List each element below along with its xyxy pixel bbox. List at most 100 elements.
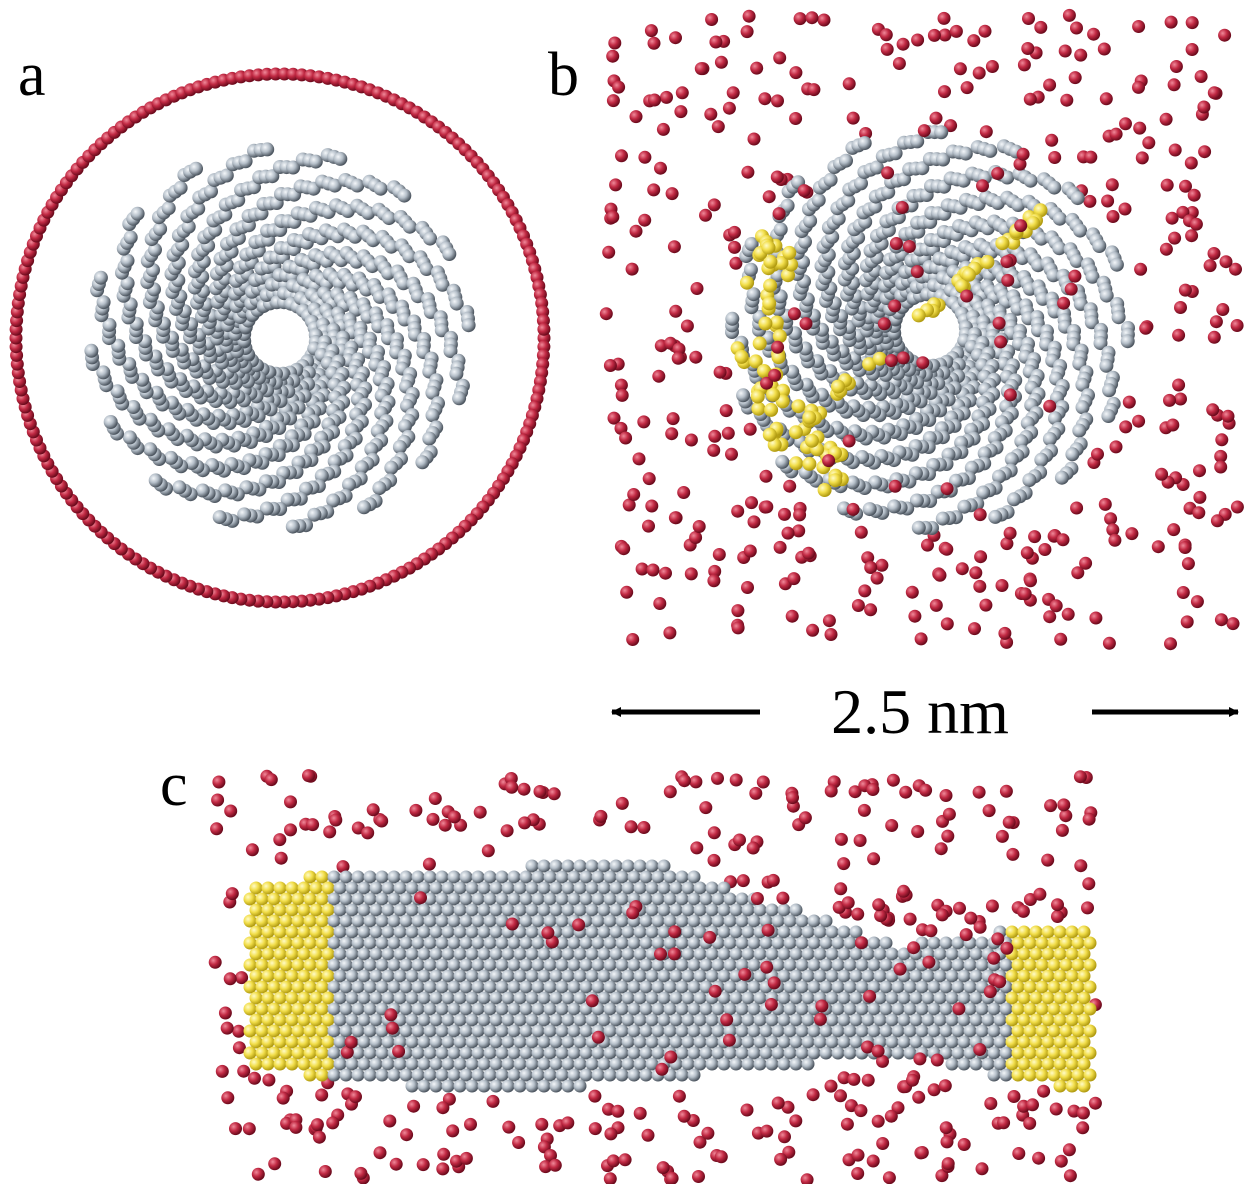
carbon-atom [363,980,377,994]
carbon-atom [885,991,899,1005]
carbon-atom [435,980,449,994]
water-atom [677,486,691,499]
carbon-atom [537,881,551,895]
water-atom [837,1071,851,1085]
carbon-atom [831,1024,845,1038]
yellow-atom [303,1024,317,1038]
water-atom [1192,506,1206,520]
carbon-atom [489,903,503,917]
carbon-atom [537,1035,551,1049]
carbon-atom [789,1013,803,1027]
carbon-atom [449,296,464,311]
carbon-atom [837,1013,851,1027]
yellow-atom [273,881,287,895]
carbon-atom [639,1002,653,1016]
yellow-atom [1005,1057,1019,1071]
carbon-atom [501,1013,515,1027]
water-atom [617,542,631,556]
water-atom [934,842,948,856]
carbon-atom [1047,180,1062,195]
carbon-atom [819,1046,833,1060]
water-atom [973,1043,987,1056]
water-atom [783,479,797,493]
yellow-atom [1047,1068,1061,1082]
yellow-atom [1029,969,1043,983]
carbon-atom [172,480,187,495]
water-atom [1174,301,1187,314]
carbon-atom [849,925,863,939]
carbon-atom [753,969,767,983]
carbon-atom [1046,268,1061,283]
carbon-atom [849,991,863,1005]
carbon-atom [777,969,791,983]
carbon-atom [723,892,737,906]
water-atom [535,1117,549,1131]
water-atom [302,769,315,783]
carbon-atom [495,980,509,994]
water-atom [1051,910,1064,923]
yellow-atom [1035,1046,1049,1060]
carbon-atom [501,1035,515,1049]
carbon-atom [645,903,659,917]
carbon-atom [789,947,803,961]
water-atom [1134,262,1148,276]
water-atom [960,289,974,303]
carbon-atom [429,925,443,939]
water-atom [1133,121,1147,135]
carbon-atom [327,892,341,906]
carbon-atom [1070,191,1085,206]
carbon-atom [609,881,623,895]
carbon-atom [477,1013,491,1027]
water-atom [684,567,698,581]
water-atom [218,1006,232,1020]
carbon-atom [993,1057,1007,1071]
carbon-atom [369,1013,383,1027]
carbon-atom [525,1013,539,1027]
yellow-atom [273,1013,287,1027]
water-atom [876,1137,890,1150]
water-atom [797,184,811,198]
yellow-atom [1017,1013,1031,1027]
water-atom [1084,150,1098,164]
water-atom [665,1171,679,1184]
carbon-atom [837,969,851,983]
carbon-atom [501,991,515,1005]
water-atom [1119,420,1133,434]
water-atom [1007,1090,1021,1103]
yellow-atom [273,991,287,1005]
carbon-atom [933,991,947,1005]
water-atom [741,165,755,179]
water-atom [644,24,658,38]
carbon-atom [841,193,856,208]
water-atom [669,304,683,318]
carbon-atom [645,881,659,895]
carbon-atom [735,1002,749,1016]
carbon-atom [951,1046,965,1060]
carbon-atom [999,1024,1013,1038]
carbon-atom [363,1068,377,1082]
carbon-atom [327,1068,341,1082]
yellow-atom [752,336,767,351]
yellow-atom [267,1046,281,1060]
water-atom [927,28,941,42]
carbon-atom [753,991,767,1005]
carbon-atom [447,980,461,994]
carbon-atom [615,980,629,994]
yellow-atom [1005,991,1019,1005]
carbon-atom [747,936,761,950]
carbon-atom [405,1057,419,1071]
yellow-atom [291,958,305,972]
carbon-atom [357,947,371,961]
yellow-atom [802,410,817,425]
carbon-atom [350,178,365,193]
carbon-atom [603,892,617,906]
water-atom [446,1124,460,1138]
carbon-atom [909,991,923,1005]
carbon-atom [375,1068,389,1082]
yellow-atom [267,914,281,928]
yellow-atom [273,925,287,939]
yellow-atom [267,1024,281,1038]
carbon-atom [933,969,947,983]
yellow-atom [1029,991,1043,1005]
water-atom [742,9,756,23]
